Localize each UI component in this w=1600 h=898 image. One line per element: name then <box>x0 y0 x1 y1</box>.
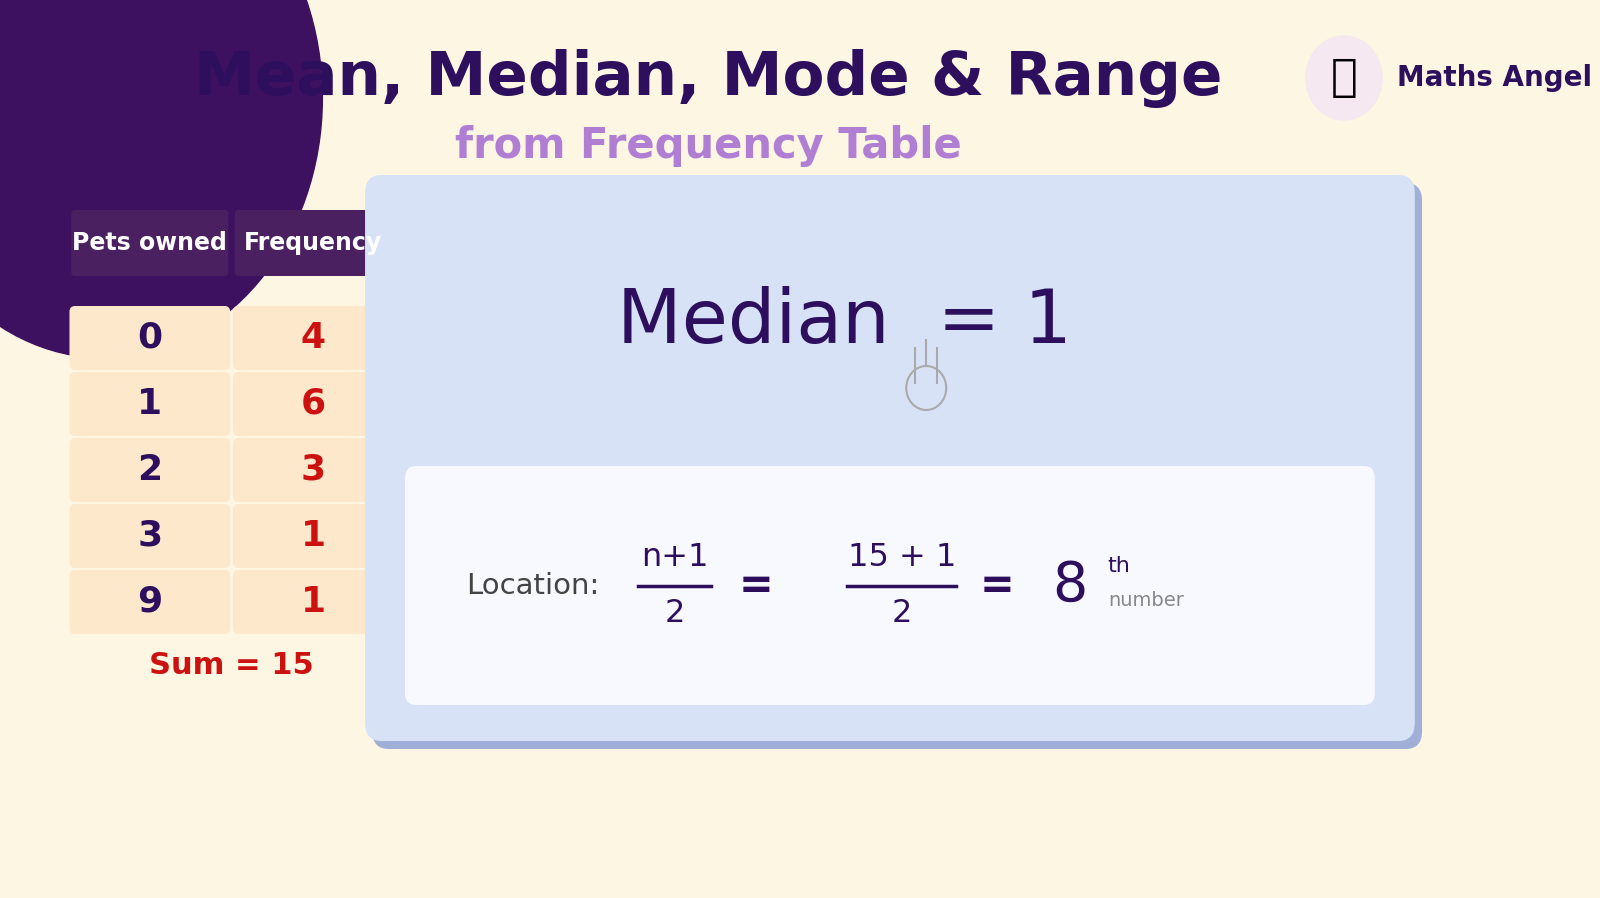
Text: Location:: Location: <box>466 571 598 600</box>
Text: from Frequency Table: from Frequency Table <box>454 125 962 167</box>
FancyBboxPatch shape <box>234 438 394 502</box>
FancyBboxPatch shape <box>235 210 392 276</box>
FancyBboxPatch shape <box>234 570 394 634</box>
FancyBboxPatch shape <box>69 372 230 436</box>
Ellipse shape <box>0 0 322 358</box>
Text: 1: 1 <box>301 585 326 619</box>
Text: 4: 4 <box>301 321 326 355</box>
Text: number: number <box>1107 591 1184 610</box>
Text: Frequency: Frequency <box>245 231 382 255</box>
Text: =: = <box>739 565 774 606</box>
Text: 1: 1 <box>301 519 326 553</box>
Text: n+1: n+1 <box>642 542 709 573</box>
Text: 6: 6 <box>301 387 326 421</box>
Text: 🦊: 🦊 <box>1331 57 1357 100</box>
Text: 0: 0 <box>138 321 162 355</box>
Text: 8: 8 <box>1053 559 1088 612</box>
Text: 2: 2 <box>664 598 685 629</box>
FancyBboxPatch shape <box>373 183 1422 749</box>
FancyBboxPatch shape <box>234 306 394 370</box>
Text: 15 + 1: 15 + 1 <box>848 542 955 573</box>
FancyBboxPatch shape <box>234 504 394 568</box>
Text: Sum = 15: Sum = 15 <box>149 652 314 681</box>
Text: Median  = 1: Median = 1 <box>618 286 1072 359</box>
Circle shape <box>1306 36 1382 120</box>
Text: 2: 2 <box>138 453 162 487</box>
Text: 2: 2 <box>891 598 912 629</box>
Text: Maths Angel: Maths Angel <box>1397 64 1592 92</box>
FancyBboxPatch shape <box>69 438 230 502</box>
FancyBboxPatch shape <box>72 210 229 276</box>
FancyBboxPatch shape <box>234 372 394 436</box>
Text: Mean, Median, Mode & Range: Mean, Median, Mode & Range <box>194 48 1222 108</box>
Text: 3: 3 <box>301 453 326 487</box>
FancyBboxPatch shape <box>69 504 230 568</box>
FancyBboxPatch shape <box>365 175 1414 741</box>
FancyBboxPatch shape <box>405 466 1374 705</box>
FancyBboxPatch shape <box>69 570 230 634</box>
Text: th: th <box>1107 556 1131 576</box>
Text: 1: 1 <box>138 387 162 421</box>
Text: 9: 9 <box>138 585 163 619</box>
Text: Pets owned: Pets owned <box>72 231 227 255</box>
FancyBboxPatch shape <box>69 306 230 370</box>
Text: 3: 3 <box>138 519 162 553</box>
Text: =: = <box>979 565 1014 606</box>
